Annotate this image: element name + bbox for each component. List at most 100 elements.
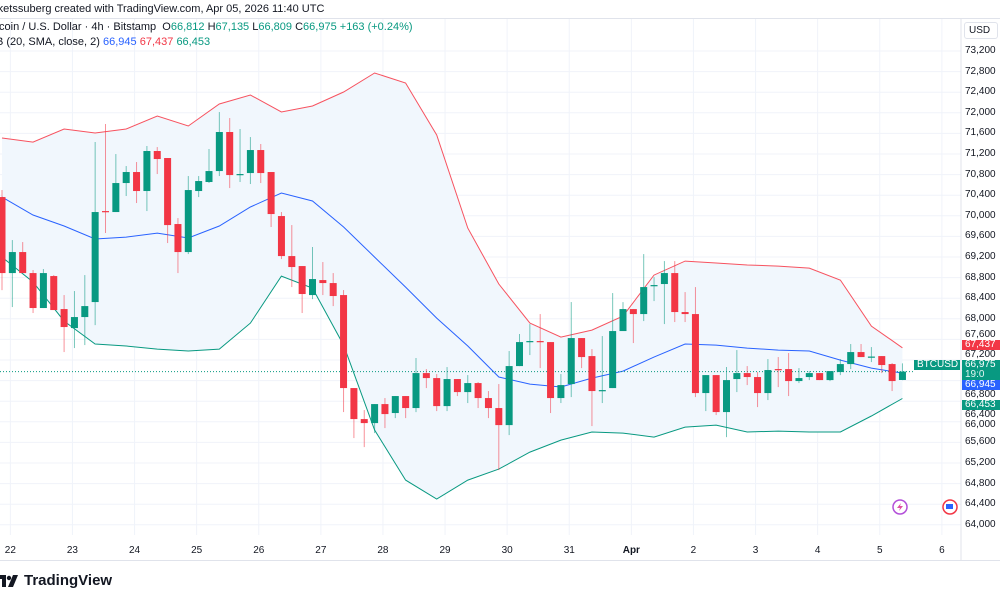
candle-body xyxy=(733,373,741,380)
candle-body xyxy=(578,338,586,358)
price-tick-label: 69,200 xyxy=(965,251,996,262)
candle-bullish xyxy=(609,293,617,389)
time-tick-label: 23 xyxy=(66,545,78,556)
candle-bullish xyxy=(91,142,99,326)
candle-body xyxy=(257,150,265,174)
price-tick-label: 72,400 xyxy=(965,86,996,98)
candle-body xyxy=(205,171,213,183)
currency-button[interactable]: USD xyxy=(964,22,998,39)
price-tick-label: 68,800 xyxy=(965,271,996,283)
candle-body xyxy=(309,279,316,296)
candle-bearish xyxy=(360,410,368,448)
time-tick-label: 29 xyxy=(439,545,451,556)
candle-body xyxy=(133,172,141,192)
candle-bearish xyxy=(671,261,679,323)
candle-body xyxy=(122,172,130,184)
candle-body xyxy=(505,366,513,426)
candle-body xyxy=(867,356,875,358)
candle-body xyxy=(288,256,296,268)
close-label: C xyxy=(295,21,304,33)
candle-body xyxy=(360,419,368,424)
candle-bullish xyxy=(733,350,741,393)
candle-body xyxy=(464,383,472,393)
candle-body xyxy=(557,385,565,399)
candle-bearish xyxy=(60,295,68,353)
candle-body xyxy=(857,352,865,358)
candle-body xyxy=(70,317,78,329)
candle-body xyxy=(795,378,803,382)
candle-bullish xyxy=(464,375,472,404)
candle-body xyxy=(340,295,348,389)
price-tick-label: 70,800 xyxy=(965,168,996,180)
candle-body xyxy=(629,309,637,315)
candle-bullish xyxy=(836,359,844,376)
price-tick-label: 64,800 xyxy=(965,477,996,489)
candle-body xyxy=(329,283,337,297)
tradingview-logo[interactable]: TradingView xyxy=(0,572,112,589)
candle-bearish xyxy=(536,314,544,369)
candle-body xyxy=(495,408,503,426)
candle-bullish xyxy=(567,302,575,398)
time-tick-label: 27 xyxy=(315,545,327,556)
candle-bullish xyxy=(39,269,47,309)
candle-body xyxy=(691,314,699,394)
candle-bearish xyxy=(257,144,265,184)
candle-bullish xyxy=(764,359,772,401)
price-tick-label: 66,000 xyxy=(965,419,996,430)
candle-body xyxy=(164,158,172,226)
time-tick-label: 22 xyxy=(4,545,16,556)
candle-bearish xyxy=(350,388,358,439)
bb-lower-value: 66,453 xyxy=(176,36,211,48)
candle-body xyxy=(19,252,27,274)
candle-body xyxy=(660,273,668,285)
candle-body xyxy=(39,273,47,309)
candle-body xyxy=(412,373,420,409)
candle-body xyxy=(847,352,855,365)
candle-body xyxy=(671,273,679,313)
candle-body xyxy=(743,373,751,378)
candle-bullish xyxy=(660,261,668,325)
candle-body xyxy=(774,369,782,371)
price-tick-label: 69,600 xyxy=(965,230,996,242)
candle-body xyxy=(60,309,68,328)
candle-bearish xyxy=(340,290,348,413)
candle-bullish xyxy=(205,149,213,184)
last-price-tag: 66,975 xyxy=(962,360,1000,370)
candle-body xyxy=(619,309,627,332)
high-label: H xyxy=(207,21,216,33)
candle-bearish xyxy=(878,356,886,374)
candle-body xyxy=(371,404,379,424)
candle-body xyxy=(29,273,37,309)
candle-body xyxy=(588,356,596,392)
candle-body xyxy=(805,373,813,378)
candle-bearish xyxy=(164,158,172,244)
candle-body xyxy=(453,379,461,393)
candle-bearish xyxy=(754,372,762,408)
candle-body xyxy=(112,183,120,213)
candle-bullish xyxy=(826,371,834,382)
time-tick-label: 31 xyxy=(563,545,575,556)
brand-name: TradingView xyxy=(24,572,113,589)
candle-body xyxy=(226,132,234,176)
price-tick-label: 65,600 xyxy=(965,436,996,448)
candle-body xyxy=(184,190,192,253)
time-tick-label: 2 xyxy=(690,545,697,556)
candle-bearish xyxy=(691,287,699,398)
candle-bearish xyxy=(474,382,482,409)
candle-bullish xyxy=(215,112,223,177)
indicator-legend[interactable]: B (20, SMA, close, 2) 66,945 67,437 66,4… xyxy=(0,36,210,48)
time-tick-label: 28 xyxy=(377,545,389,556)
candle-body xyxy=(102,211,109,213)
time-tick-label: Apr xyxy=(622,545,640,556)
candle-bearish xyxy=(857,344,865,358)
candle-bearish xyxy=(153,147,161,175)
calendar-flag-icon[interactable] xyxy=(942,499,958,515)
candle-body xyxy=(650,285,658,287)
time-tick-label: 3 xyxy=(752,545,759,556)
candle-bullish xyxy=(195,176,203,198)
candle-bullish xyxy=(443,367,451,412)
lightning-icon[interactable] xyxy=(892,499,908,515)
attribution-text: rketssuberg created with TradingView.com… xyxy=(0,3,325,15)
candle-bearish xyxy=(402,396,410,419)
